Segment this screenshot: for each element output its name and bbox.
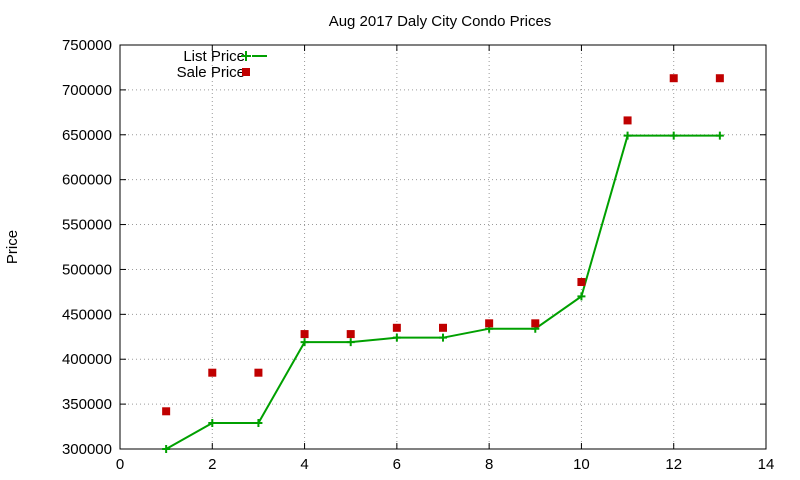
sale-price-point <box>531 319 540 328</box>
list-price-point <box>208 418 217 427</box>
x-tick-label: 12 <box>665 456 682 473</box>
tick-layer: 0 2 4 6 8 10 12 14 300000 350000 400000 450000 50000… <box>62 37 774 473</box>
x-tick-label: 14 <box>758 456 775 473</box>
list-price-point <box>254 418 263 427</box>
sale-price-point <box>439 323 447 332</box>
legend-marker-sale-price <box>242 68 250 76</box>
y-tick-label: 400000 <box>62 351 112 368</box>
y-tick-label: 350000 <box>62 396 112 413</box>
x-tick-label: 8 <box>485 456 493 473</box>
y-tick-label: 300000 <box>62 441 112 458</box>
list-price-point <box>623 131 632 140</box>
chart-title: Aug 2017 Daly City Condo Prices <box>329 13 552 30</box>
x-tick-label: 2 <box>208 456 216 473</box>
y-tick-label: 550000 <box>62 217 112 234</box>
sale-price-point <box>715 74 724 83</box>
series-layer <box>162 74 724 453</box>
legend: List Price Sale Price <box>177 48 267 81</box>
sale-price-point <box>392 323 401 332</box>
x-tick-label: 4 <box>300 456 308 473</box>
list-price-point <box>669 131 678 140</box>
legend-label-list-price: List Price <box>183 48 245 65</box>
y-axis-label: Price <box>4 230 21 264</box>
sale-price-point <box>254 368 263 377</box>
y-tick-label: 450000 <box>62 306 112 323</box>
grid-layer <box>120 45 766 449</box>
legend-label-sale-price: Sale Price <box>177 64 245 81</box>
y-tick-label: 750000 <box>62 37 112 54</box>
x-tick-label: 0 <box>116 456 124 473</box>
plot-frame <box>119 44 767 450</box>
y-tick-label: 500000 <box>62 261 112 278</box>
list-price-point <box>439 333 447 342</box>
sale-price-point <box>346 330 355 339</box>
y-tick-label: 600000 <box>62 172 112 189</box>
list-price-point <box>577 292 586 301</box>
y-tick-label: 650000 <box>62 127 112 144</box>
list-price-point <box>300 338 309 347</box>
list-price-point <box>346 338 355 347</box>
legend-marker-list-price <box>241 51 251 61</box>
list-price-line <box>165 134 720 450</box>
list-price-point <box>392 333 401 342</box>
sale-price-point <box>669 74 678 83</box>
sale-price-point <box>162 407 171 416</box>
x-tick-label: 10 <box>573 456 590 473</box>
sale-price-point <box>623 116 632 125</box>
sale-price-point <box>577 278 586 287</box>
list-price-point <box>715 131 724 140</box>
sale-price-point <box>300 330 309 339</box>
sale-price-point <box>208 368 217 377</box>
y-tick-label: 700000 <box>62 82 112 99</box>
sale-price-point <box>485 319 494 328</box>
list-price-point <box>162 445 171 453</box>
x-tick-label: 6 <box>393 456 401 473</box>
